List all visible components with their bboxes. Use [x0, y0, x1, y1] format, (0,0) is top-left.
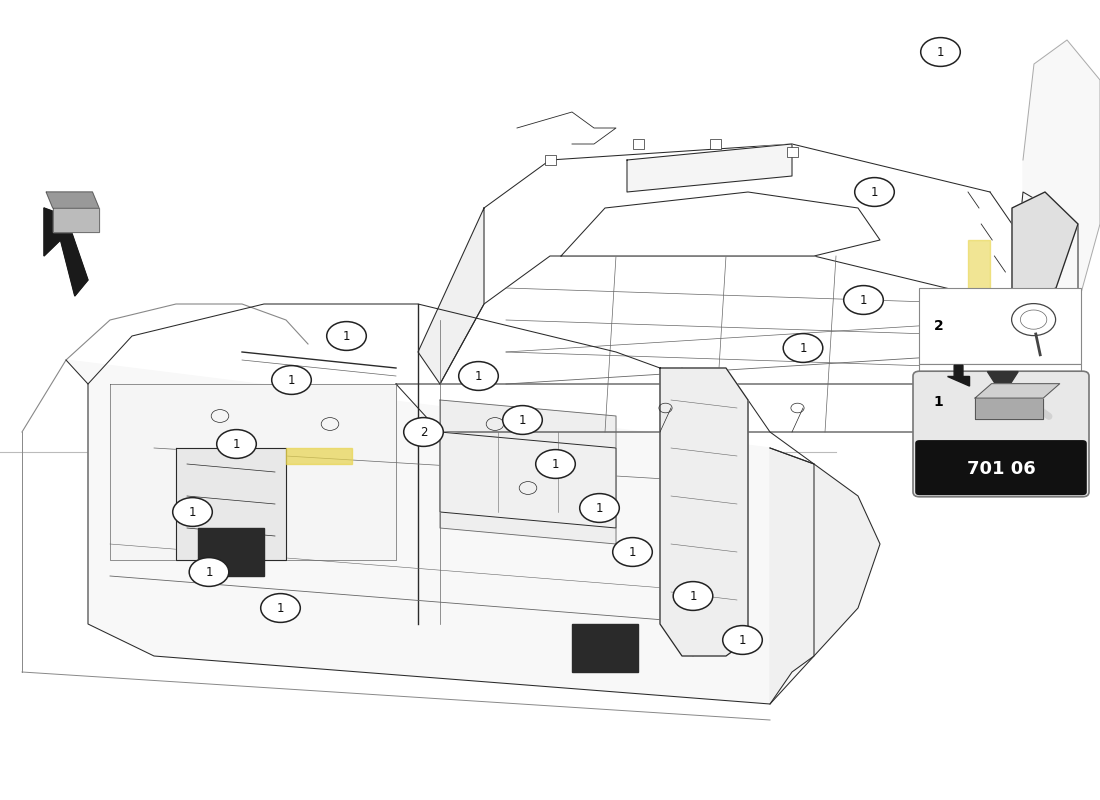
- Text: 701 06: 701 06: [967, 460, 1035, 478]
- Polygon shape: [1012, 192, 1078, 304]
- Polygon shape: [66, 360, 814, 704]
- Polygon shape: [1012, 192, 1078, 344]
- Text: a passion for parts since...: a passion for parts since...: [262, 460, 530, 564]
- FancyBboxPatch shape: [913, 371, 1089, 497]
- Circle shape: [723, 626, 762, 654]
- Polygon shape: [975, 384, 1059, 398]
- Text: 2: 2: [420, 426, 427, 438]
- Circle shape: [173, 498, 212, 526]
- Bar: [918, 288, 1081, 364]
- Circle shape: [272, 366, 311, 394]
- Text: 1: 1: [934, 395, 944, 409]
- Circle shape: [921, 38, 960, 66]
- Polygon shape: [286, 448, 352, 464]
- Text: 1: 1: [860, 294, 867, 306]
- Polygon shape: [440, 400, 616, 544]
- Polygon shape: [440, 432, 616, 528]
- Text: 1: 1: [233, 438, 240, 450]
- Polygon shape: [572, 624, 638, 672]
- Text: 1: 1: [343, 330, 350, 342]
- Polygon shape: [947, 366, 969, 386]
- Circle shape: [261, 594, 300, 622]
- Text: 1: 1: [552, 458, 559, 470]
- Polygon shape: [176, 448, 286, 560]
- Text: 1: 1: [629, 546, 636, 558]
- Polygon shape: [1023, 40, 1100, 336]
- Circle shape: [855, 178, 894, 206]
- Polygon shape: [198, 528, 264, 576]
- Circle shape: [189, 558, 229, 586]
- Circle shape: [459, 362, 498, 390]
- Polygon shape: [561, 192, 880, 256]
- Polygon shape: [975, 398, 1043, 419]
- Text: 1: 1: [288, 374, 295, 386]
- Text: 1: 1: [189, 506, 196, 518]
- Text: 1: 1: [800, 342, 806, 354]
- Polygon shape: [660, 368, 748, 656]
- Circle shape: [613, 538, 652, 566]
- Polygon shape: [53, 208, 99, 232]
- Text: 1: 1: [596, 502, 603, 514]
- Circle shape: [783, 334, 823, 362]
- Circle shape: [404, 418, 443, 446]
- Polygon shape: [46, 192, 99, 208]
- FancyBboxPatch shape: [786, 147, 798, 157]
- Text: 1: 1: [937, 46, 944, 58]
- Polygon shape: [770, 448, 880, 704]
- FancyBboxPatch shape: [915, 440, 1087, 495]
- Circle shape: [217, 430, 256, 458]
- Text: 2: 2: [934, 319, 944, 333]
- FancyBboxPatch shape: [544, 155, 556, 165]
- Text: 1: 1: [475, 370, 482, 382]
- FancyBboxPatch shape: [632, 139, 644, 149]
- Polygon shape: [988, 371, 1019, 388]
- Circle shape: [844, 286, 883, 314]
- Circle shape: [580, 494, 619, 522]
- Bar: [918, 364, 1081, 440]
- Circle shape: [327, 322, 366, 350]
- Polygon shape: [418, 208, 484, 384]
- Text: 1: 1: [739, 634, 746, 646]
- Circle shape: [503, 406, 542, 434]
- Text: 1: 1: [690, 590, 696, 602]
- Circle shape: [673, 582, 713, 610]
- Text: 1: 1: [206, 566, 212, 578]
- Text: 1: 1: [277, 602, 284, 614]
- Text: 1: 1: [519, 414, 526, 426]
- FancyBboxPatch shape: [710, 139, 720, 149]
- Text: 1: 1: [871, 186, 878, 198]
- Polygon shape: [627, 144, 792, 192]
- Polygon shape: [968, 240, 990, 304]
- Circle shape: [536, 450, 575, 478]
- Polygon shape: [44, 208, 88, 296]
- Polygon shape: [110, 384, 396, 560]
